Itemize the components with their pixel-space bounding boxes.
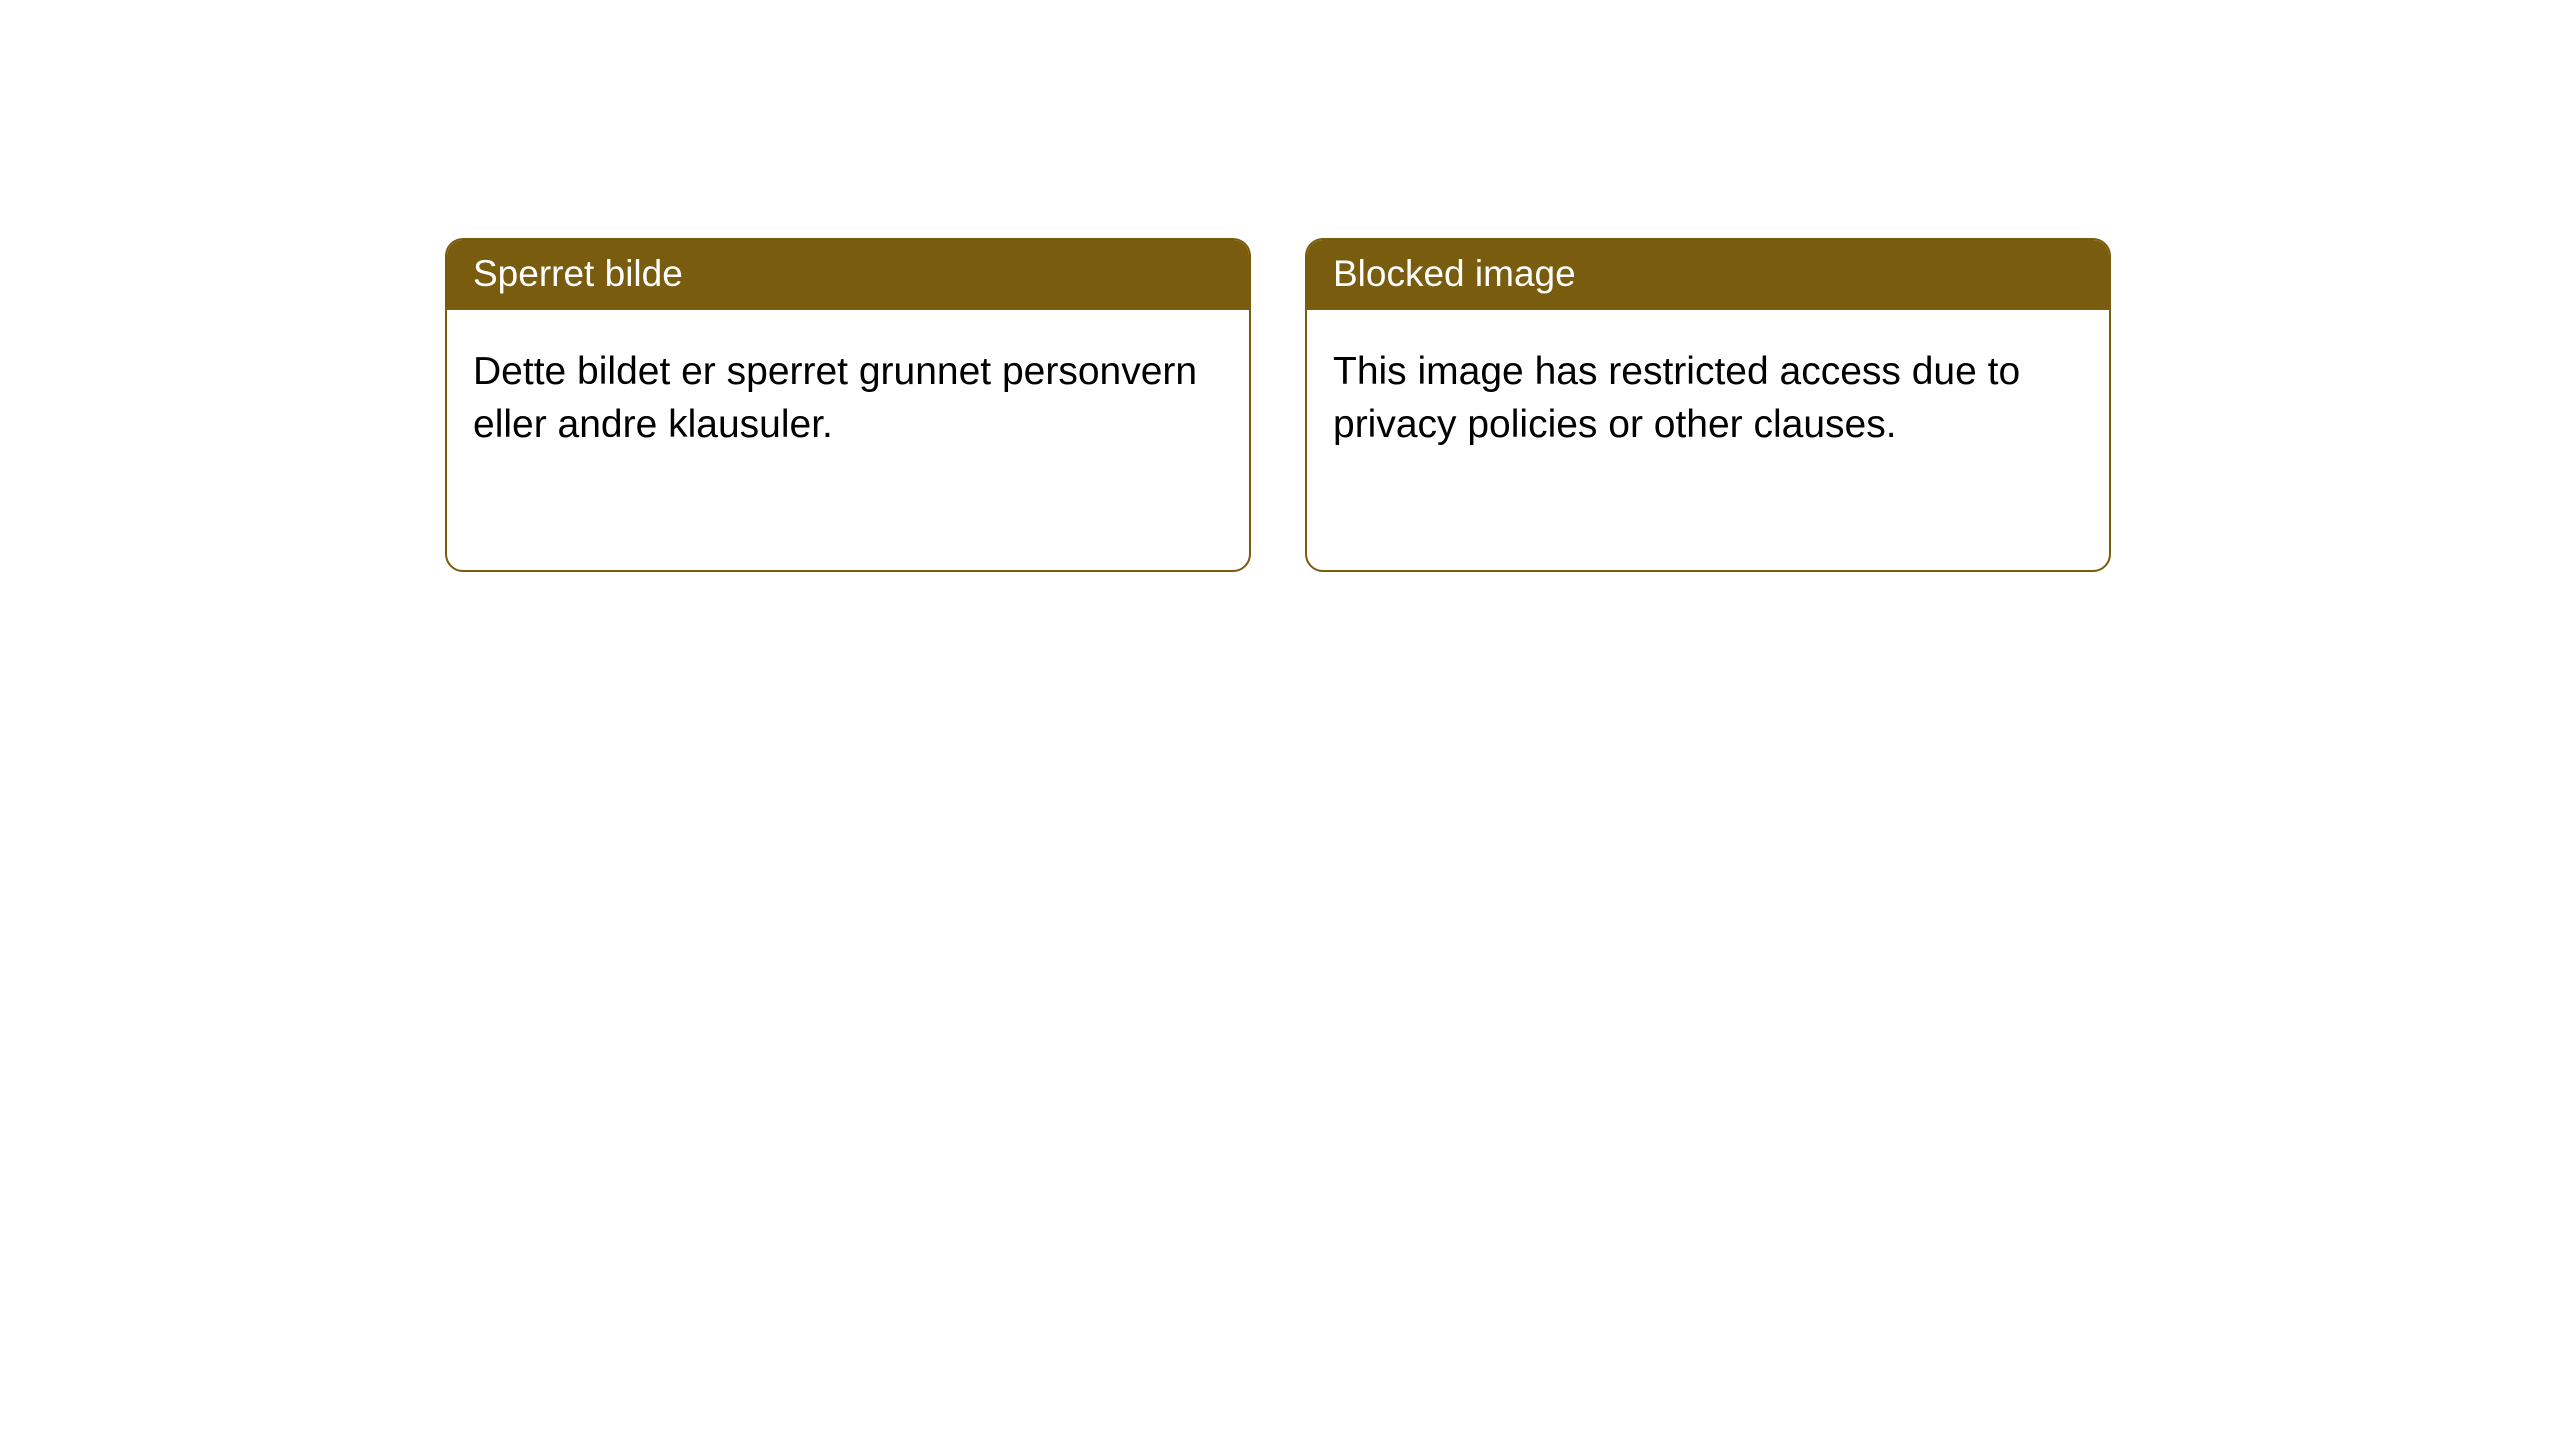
notice-card-en: Blocked image This image has restricted … xyxy=(1305,238,2111,572)
notice-body-no: Dette bildet er sperret grunnet personve… xyxy=(447,310,1249,477)
notice-container: Sperret bilde Dette bildet er sperret gr… xyxy=(0,0,2560,572)
notice-title-en: Blocked image xyxy=(1307,240,2109,310)
notice-title-no: Sperret bilde xyxy=(447,240,1249,310)
notice-card-no: Sperret bilde Dette bildet er sperret gr… xyxy=(445,238,1251,572)
notice-body-en: This image has restricted access due to … xyxy=(1307,310,2109,477)
